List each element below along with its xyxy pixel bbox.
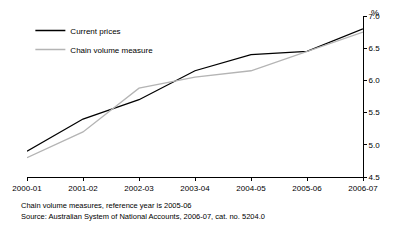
- svg-text:2000-01: 2000-01: [12, 184, 42, 193]
- svg-text:5.5: 5.5: [369, 108, 381, 117]
- svg-text:6.5: 6.5: [369, 44, 381, 53]
- svg-text:4.5: 4.5: [369, 173, 381, 182]
- svg-text:Chain volume measures, referen: Chain volume measures, reference year is…: [21, 201, 192, 210]
- svg-text:6.0: 6.0: [369, 76, 381, 85]
- svg-text:2002-03: 2002-03: [124, 184, 154, 193]
- svg-text:%: %: [371, 8, 379, 18]
- svg-text:7.0: 7.0: [369, 12, 381, 21]
- svg-text:Current prices: Current prices: [70, 27, 120, 36]
- svg-text:2005-06: 2005-06: [292, 184, 322, 193]
- svg-text:5.0: 5.0: [369, 141, 381, 150]
- svg-text:2006-07: 2006-07: [348, 184, 378, 193]
- svg-text:2003-04: 2003-04: [180, 184, 210, 193]
- svg-text:Source: Australian System of N: Source: Australian System of National Ac…: [21, 212, 265, 221]
- svg-text:2001-02: 2001-02: [68, 184, 98, 193]
- svg-text:Chain volume measure: Chain volume measure: [70, 46, 153, 55]
- svg-text:2004-05: 2004-05: [236, 184, 266, 193]
